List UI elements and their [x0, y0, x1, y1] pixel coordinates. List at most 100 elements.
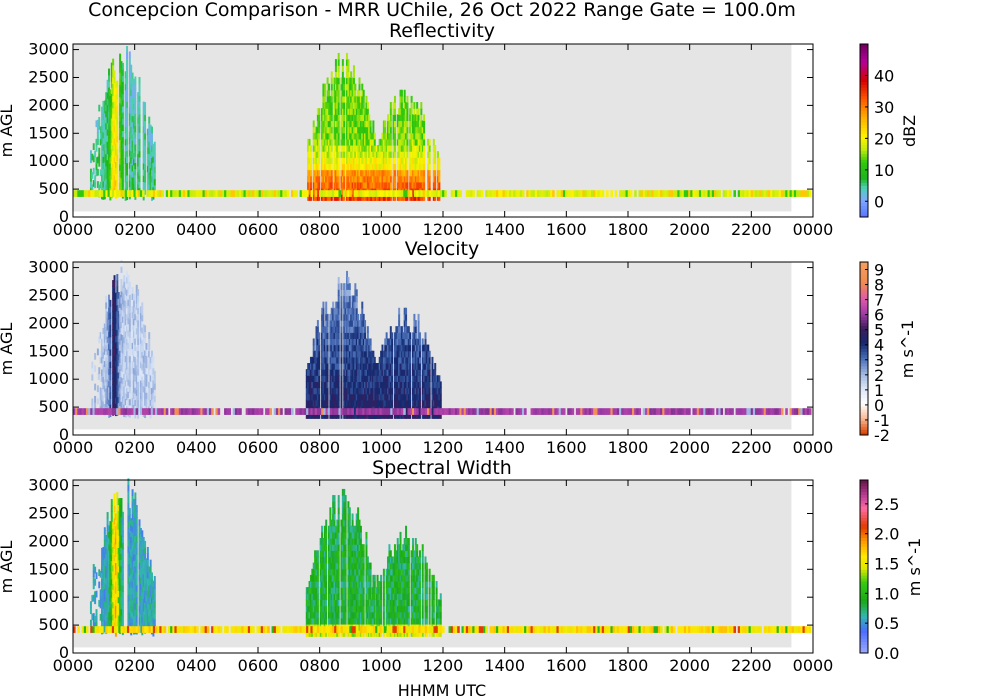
heatmap-cell [145, 404, 148, 412]
heatmap-cell [330, 108, 333, 115]
ground-band-cell [569, 190, 572, 197]
colorbar-swatch [860, 380, 868, 384]
heatmap-cell [128, 57, 131, 65]
ground-band-cell [651, 408, 654, 415]
heatmap-cell [414, 126, 417, 134]
colorbar-swatch [860, 90, 868, 94]
heatmap-cell [358, 393, 361, 401]
heatmap-cell [102, 583, 105, 591]
heatmap-cell [105, 184, 108, 191]
heatmap-cell [323, 356, 326, 364]
heatmap-cell [410, 175, 413, 183]
colorbar-swatch [860, 199, 868, 204]
heatmap-cell [101, 137, 104, 145]
heatmap-cell [312, 181, 315, 189]
heatmap-cell [399, 89, 402, 97]
heatmap-cell [103, 557, 106, 565]
heatmap-cell [365, 175, 368, 183]
heatmap-cell [393, 181, 396, 189]
heatmap-cell [380, 169, 383, 177]
heatmap-cell [417, 138, 420, 146]
heatmap-cell [355, 387, 358, 395]
heatmap-cell [151, 163, 153, 171]
heatmap-cell [416, 169, 419, 177]
heatmap-cell [439, 393, 442, 401]
heatmap-cell [99, 375, 102, 382]
colorbar-swatch [860, 72, 868, 77]
heatmap-cell [395, 356, 398, 364]
data-background [73, 44, 792, 212]
ground-band-cell [208, 408, 212, 415]
heatmap-cell [120, 147, 123, 154]
heatmap-cell [354, 295, 357, 303]
heatmap-cell [139, 386, 142, 393]
heatmap-cell [105, 608, 108, 616]
heatmap-cell [309, 393, 312, 401]
heatmap-cell [374, 181, 377, 189]
heatmap-cell [361, 344, 364, 352]
heatmap-cell [145, 367, 148, 375]
heatmap-cell [134, 411, 137, 419]
heatmap-cell [102, 577, 105, 585]
heatmap-cell [106, 366, 109, 374]
heatmap-cell [387, 369, 390, 376]
heatmap-cell [144, 362, 147, 369]
heatmap-cell [387, 350, 390, 358]
heatmap-cell [382, 181, 385, 189]
heatmap-cell [103, 403, 106, 411]
heatmap-cell [119, 78, 122, 85]
heatmap-cell [102, 596, 105, 603]
heatmap-cell [117, 378, 120, 385]
heatmap-cell [406, 194, 409, 201]
heatmap-cell [358, 108, 361, 115]
heatmap-cell [113, 180, 116, 188]
colorbar-swatch [860, 61, 868, 65]
heatmap-cell [103, 329, 106, 337]
heatmap-cell [95, 138, 98, 146]
heatmap-cell [105, 301, 108, 309]
heatmap-cell [112, 181, 115, 189]
heatmap-cell [138, 126, 141, 133]
heatmap-cell [103, 372, 106, 380]
heatmap-cell [417, 326, 420, 333]
heatmap-cell [371, 145, 373, 152]
ground-band-cell [709, 190, 713, 197]
heatmap-cell [392, 126, 395, 134]
ground-band-cell [98, 190, 102, 197]
ground-band-cell [480, 408, 484, 415]
heatmap-cell [322, 363, 325, 370]
heatmap-cell [414, 320, 417, 327]
heatmap-cell [333, 313, 336, 321]
heatmap-cell [406, 102, 409, 109]
heatmap-cell [137, 332, 140, 339]
colorbar-swatch [860, 270, 868, 275]
heatmap-cell [365, 132, 368, 140]
heatmap-cell [378, 163, 381, 171]
heatmap-cell [358, 157, 361, 165]
heatmap-cell [365, 381, 368, 389]
colorbar-swatch [860, 133, 868, 137]
heatmap-cell [330, 77, 333, 85]
spectral-width-panel: Spectral Width m AGL m s^-1 000002000400… [0, 457, 924, 675]
ground-band-cell [157, 190, 160, 197]
heatmap-cell [105, 153, 108, 161]
ground-band-cell [224, 408, 227, 415]
heatmap-cell [366, 399, 369, 407]
heatmap-cell [120, 364, 123, 372]
colorbar-swatch [860, 368, 868, 373]
heatmap-cell [123, 385, 126, 393]
heatmap-cell [366, 169, 369, 177]
heatmap-cell [116, 142, 119, 149]
heatmap-cell [103, 137, 106, 145]
ground-band-cell [416, 408, 419, 415]
heatmap-cell [366, 326, 369, 333]
heatmap-cell [378, 157, 381, 165]
heatmap-cell [121, 303, 124, 311]
heatmap-cell [128, 374, 131, 381]
heatmap-cell [416, 163, 419, 171]
heatmap-cell [364, 320, 367, 327]
y-tick-label: 500 [38, 179, 69, 198]
heatmap-cell [318, 375, 321, 383]
heatmap-cell [400, 175, 403, 183]
ground-band-cell [701, 190, 704, 197]
